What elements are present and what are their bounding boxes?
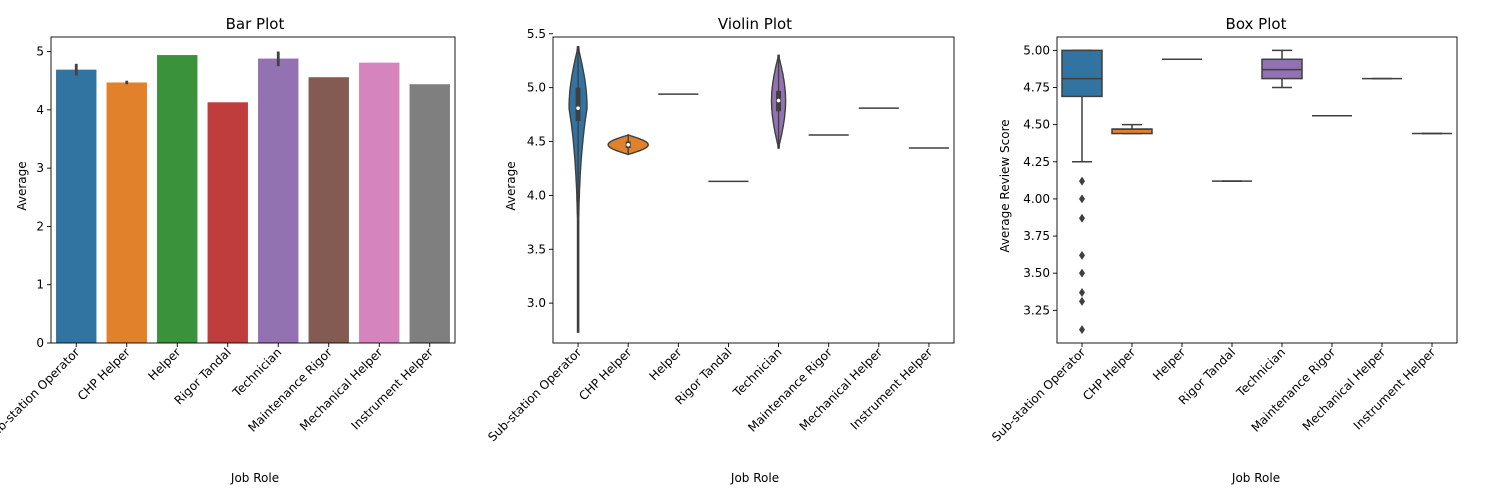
x-tick-label: CHP Helper [75,345,133,403]
bar [56,69,97,343]
y-tick-label: 3 [36,161,44,175]
x-tick-label: Maintenance Rigor [745,345,835,435]
y-tick-label: 5.5 [527,27,546,41]
x-tick-label: Mechanical Helper [1300,345,1388,433]
bar-plot-xlabel: Job Role [230,471,279,485]
violin-median-dot [776,98,781,103]
y-tick-label: 3.75 [1023,229,1050,243]
y-tick-label: 4 [36,103,44,117]
y-tick-label: 2 [36,219,44,233]
bar [258,58,299,344]
x-tick-label: Technician [1233,345,1288,400]
x-tick-label: Technician [229,345,284,400]
bar [157,55,198,343]
box-outlier [1079,325,1085,335]
box-plot-title: Box Plot [1226,15,1287,33]
bar-plot-ylabel: Average [15,161,29,210]
y-tick-label: 5.0 [527,81,546,95]
y-tick-label: 4.75 [1023,81,1050,95]
y-tick-label: 3.50 [1023,266,1050,280]
box-outlier [1079,287,1085,297]
violin-plot-panel: Violin Plot Job Role Average 3.0 3.5 4.0 4.… [485,15,955,485]
bar [308,77,349,344]
axes-frame [50,36,456,344]
x-tick-label: Sub-station Operator [989,345,1088,444]
y-tick-label: 4.5 [527,135,546,149]
x-tick-label: Helper [646,345,684,383]
bar [359,62,400,343]
violin-plot-ylabel: Average [504,161,518,210]
y-tick-label: 0 [36,336,44,350]
violin-median-dot [576,106,580,110]
box-plot-xlabel: Job Role [1231,471,1280,485]
axes-frame [552,36,955,344]
box-plot-panel: Box Plot Job Role Average Review Score 3… [989,15,1458,485]
box-outlier [1079,176,1085,186]
x-tick-label: CHP Helper [576,345,634,403]
bar-plot-title: Bar Plot [226,15,285,33]
x-tick-label: Sub-station Operator [485,345,584,444]
x-tick-label: Technician [730,345,785,400]
y-tick-label: 5.00 [1023,43,1050,57]
y-tick-label: 4.25 [1023,155,1050,169]
y-tick-label: 4.00 [1023,192,1050,206]
y-tick-label: 3.0 [527,296,546,310]
x-tick-label: Maintenance Rigor [1249,345,1339,435]
y-tick-label: 4.50 [1023,118,1050,132]
bar [106,82,147,343]
violin-median-dot [626,142,630,147]
bar-plot-panel: Bar Plot Job Role Average 0 1 2 3 4 5 Sub-stat… [0,15,456,485]
x-tick-label: CHP Helper [1080,345,1138,403]
y-tick-label: 3.25 [1023,303,1050,317]
box-outlier [1079,250,1085,260]
x-tick-label: Mechanical Helper [797,345,885,433]
violin-iqr-box [575,87,581,122]
x-tick-label: Helper [1150,345,1188,383]
box-outlier [1079,268,1085,278]
x-tick-label: Maintenance Rigor [245,345,335,435]
x-tick-label: Sub-station Operator [0,345,82,444]
y-tick-label: 5 [36,45,44,59]
violin-plot-xlabel: Job Role [730,471,779,485]
y-tick-label: 1 [36,278,44,292]
violin-plot-title: Violin Plot [718,15,792,33]
box-outlier [1079,213,1085,223]
axes-frame [1056,36,1458,344]
box-outlier [1079,296,1085,306]
bar [409,84,450,343]
box-outlier [1079,194,1085,204]
box-plot-ylabel: Average Review Score [998,119,1012,252]
y-tick-label: 3.5 [527,242,546,256]
bar [207,102,248,343]
box-iqr [1061,49,1103,98]
y-tick-label: 4.0 [527,188,546,202]
x-tick-label: Mechanical Helper [297,345,385,433]
x-tick-label: Helper [145,345,183,383]
